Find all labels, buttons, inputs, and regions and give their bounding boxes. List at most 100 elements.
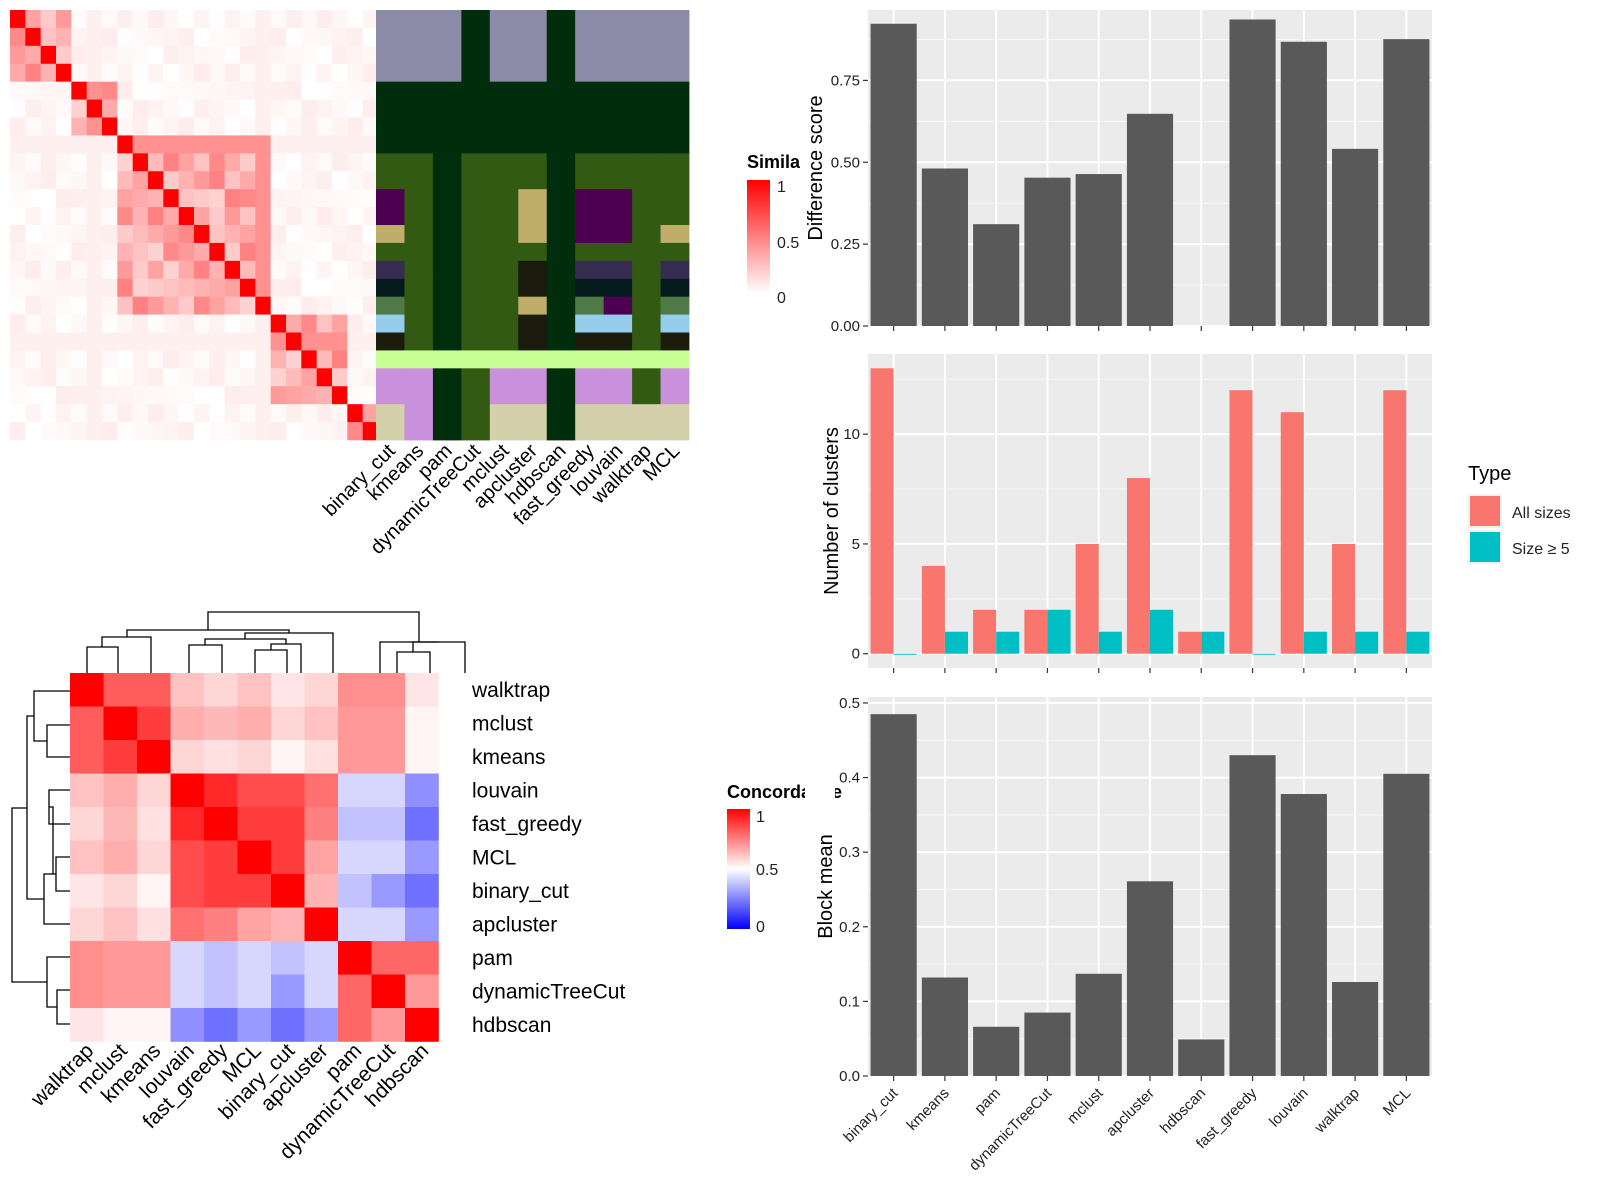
bar: [870, 714, 917, 1076]
similarity-cell: [240, 10, 256, 29]
assignment-cell: [376, 260, 405, 280]
similarity-cell: [255, 386, 271, 405]
similarity-cell: [332, 27, 348, 47]
similarity-cell: [240, 242, 256, 262]
similarity-cell: [240, 207, 256, 226]
similarity-cell: [178, 350, 195, 369]
similarity-cell: [132, 135, 149, 154]
concordance-cell: [405, 874, 439, 908]
assignment-cell: [603, 314, 633, 333]
similarity-cell: [224, 332, 241, 351]
similarity-cell: [301, 10, 317, 29]
similarity-cell: [148, 45, 164, 65]
similarity-cell: [209, 10, 225, 29]
similarity-cell: [362, 260, 379, 280]
similarity-cell: [71, 422, 87, 441]
y-tick-label: 0.00: [831, 318, 860, 335]
similarity-cell: [132, 207, 149, 226]
assignment-cell: [603, 260, 633, 280]
assignment-cell: [546, 278, 576, 298]
similarity-cell: [86, 10, 103, 29]
assignment-cell: [376, 296, 405, 315]
concordance-cell: [170, 941, 205, 975]
similarity-cell: [163, 260, 179, 280]
similarity-cell: [194, 153, 210, 172]
similarity-cell: [286, 242, 302, 262]
similarity-cell: [148, 404, 164, 423]
similarity-cell: [316, 117, 333, 136]
similarity-cell: [347, 225, 363, 244]
similarity-cell: [270, 404, 287, 423]
assignment-cell: [404, 242, 434, 262]
similarity-cell: [347, 207, 363, 226]
concordance-cell: [137, 673, 171, 707]
similarity-cell: [209, 296, 225, 315]
similarity-cell: [224, 99, 241, 118]
similarity-cell: [240, 81, 256, 100]
similarity-cell: [148, 278, 164, 297]
similarity-cell: [316, 350, 333, 369]
similarity-cell: [316, 27, 333, 47]
similarity-cell: [10, 404, 26, 423]
similarity-cell: [286, 45, 302, 65]
similarity-cell: [71, 81, 87, 100]
similarity-cell: [132, 63, 149, 82]
similarity-cell: [163, 27, 179, 47]
similarity-cell: [56, 171, 72, 190]
similarity-cell: [332, 99, 348, 118]
similarity-cell: [25, 63, 41, 82]
similarity-cell: [40, 207, 57, 226]
assignment-cell: [376, 368, 405, 405]
y-tick-label: 0.50: [831, 154, 860, 171]
similarity-cell: [117, 242, 133, 262]
x-tick-label: binary_cut: [840, 1084, 902, 1146]
similarity-cell: [209, 45, 225, 65]
similarity-cell: [132, 99, 149, 118]
similarity-cell: [86, 171, 103, 190]
similarity-cell: [332, 153, 348, 172]
similarity-cell: [163, 278, 179, 297]
concordance-cell: [103, 974, 138, 1009]
concordance-cell: [70, 974, 104, 1009]
assignment-cell: [575, 278, 605, 298]
similarity-cell: [163, 135, 179, 154]
similarity-cell: [301, 189, 317, 208]
similarity-cell: [270, 386, 287, 405]
similarity-cell: [224, 63, 241, 82]
similarity-cell: [102, 81, 118, 100]
assignment-cell: [546, 368, 576, 405]
assignment-cell: [489, 296, 519, 315]
similarity-cell: [40, 368, 57, 387]
similarity-cell: [194, 135, 210, 154]
assignment-cell: [546, 189, 576, 226]
similarity-cell: [301, 386, 317, 405]
similarity-cell: [194, 260, 210, 280]
assignment-cell: [404, 404, 434, 441]
assignment-cell: [518, 225, 548, 244]
assignment-cell: [660, 10, 690, 83]
similarity-cell: [240, 27, 256, 47]
assignment-cell: [575, 189, 605, 226]
similarity-cell: [332, 189, 348, 208]
concordance-cell: [237, 907, 272, 942]
similarity-cell: [132, 27, 149, 47]
concordance-cell: [405, 773, 439, 808]
similarity-cell: [10, 260, 26, 280]
assignment-cell: [404, 314, 434, 333]
similarity-cell: [163, 368, 179, 387]
similarity-cell: [255, 296, 271, 315]
assignment-cell: [660, 332, 690, 351]
concordance-cell: [304, 941, 339, 975]
similarity-cell: [10, 99, 26, 118]
similarity-cell: [270, 368, 287, 387]
similarity-cell: [178, 207, 195, 226]
similarity-cell: [286, 117, 302, 136]
assignment-cell: [432, 225, 462, 244]
similarity-cell: [362, 314, 379, 333]
similarity-cell: [117, 153, 133, 172]
similarity-cell: [25, 314, 41, 333]
concordance-cell: [237, 773, 272, 808]
similarity-cell: [10, 27, 26, 47]
similarity-cell: [117, 296, 133, 315]
